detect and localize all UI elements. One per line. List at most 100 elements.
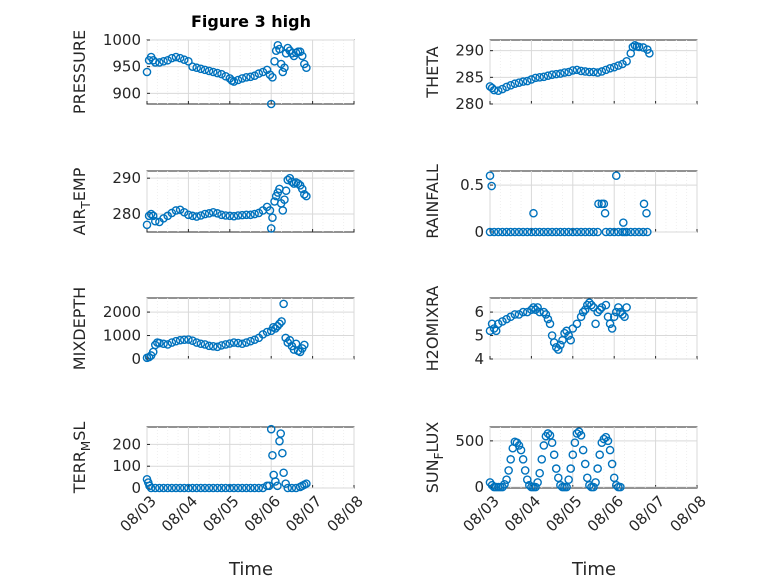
data-point [591,319,600,329]
data-point [522,307,532,317]
data-point [184,335,193,344]
data-point [250,71,259,81]
data-point [609,473,619,483]
data-point [280,63,289,73]
data-point [277,317,286,326]
data-point [242,338,251,347]
data-point [148,211,158,221]
data-point [287,483,297,493]
data-point [547,438,557,448]
data-point [597,303,607,312]
data-point [159,339,168,349]
data-point [279,299,288,309]
data-point [150,340,160,350]
data-point [514,227,524,237]
data-point [551,69,561,79]
data-point [535,468,544,478]
data-point [167,338,177,347]
data-point [265,70,275,79]
data-point [142,220,152,230]
data-point [638,43,648,52]
data-point [258,67,268,77]
data-point [506,227,516,237]
data-point [593,68,602,77]
data-point [539,72,549,82]
y-tick-label: 290 [455,42,484,60]
data-point [208,207,218,217]
data-point [551,464,561,473]
data-point [547,70,557,79]
data-point [622,227,631,237]
data-point [514,78,524,87]
data-point [547,227,557,237]
data-point [184,210,193,220]
y-axis-label: PRESSURE [70,30,89,114]
data-point [493,319,503,329]
data-point [619,218,628,227]
data-point [233,338,243,348]
data-point [213,68,222,78]
data-point [155,58,164,67]
data-point [266,424,276,434]
data-point [146,209,156,219]
data-point [146,483,156,493]
data-point [522,76,532,86]
data-point [539,307,549,317]
series-points [485,41,654,95]
data-point [502,314,511,324]
data-point [605,227,615,237]
data-point [502,475,511,484]
y-tick-label: 900 [112,84,141,102]
data-point [572,65,582,75]
data-point [531,227,540,237]
data-point [510,310,520,319]
data-point [545,431,555,440]
data-point [188,62,197,71]
subplot-h2omixra: 4 5 6 H2OMIXRA [423,286,698,371]
data-point [155,483,164,493]
data-point [221,340,230,349]
data-point [167,483,177,493]
data-point [601,300,611,310]
subplot-mixdepth: 0 1000 2000 MIXDEPTH [70,287,355,370]
data-point [229,211,239,221]
data-point [595,305,605,315]
data-point [594,199,603,209]
data-point [580,67,590,76]
data-point [188,211,197,221]
data-point [280,195,289,205]
subplot-pressure: 900 950 1000 PRESSURE [70,30,355,114]
data-point [568,450,578,460]
data-point [293,179,303,188]
x-tick-label: 08/06 [584,492,627,535]
y-tick-label: 280 [455,95,484,113]
data-point [242,73,251,82]
data-point [175,335,185,345]
data-point [281,186,291,196]
data-point [614,61,623,70]
data-point [278,448,287,458]
data-point [522,227,532,237]
data-point [155,338,164,348]
data-point [589,482,598,492]
data-point [589,227,598,237]
data-point [572,319,582,329]
data-point [192,212,201,221]
data-point [266,224,276,233]
data-point [283,483,293,493]
data-point [514,310,524,319]
data-point [611,171,621,180]
data-point [163,340,172,349]
data-point [237,483,247,493]
data-point [300,190,309,199]
data-point [254,69,264,78]
data-point [498,317,507,326]
data-point [221,483,230,493]
figure-title: Figure 3 high [191,12,311,31]
data-point [527,75,536,84]
data-point [268,213,277,222]
data-point [188,483,197,493]
data-point [506,81,516,90]
data-point [254,483,264,493]
